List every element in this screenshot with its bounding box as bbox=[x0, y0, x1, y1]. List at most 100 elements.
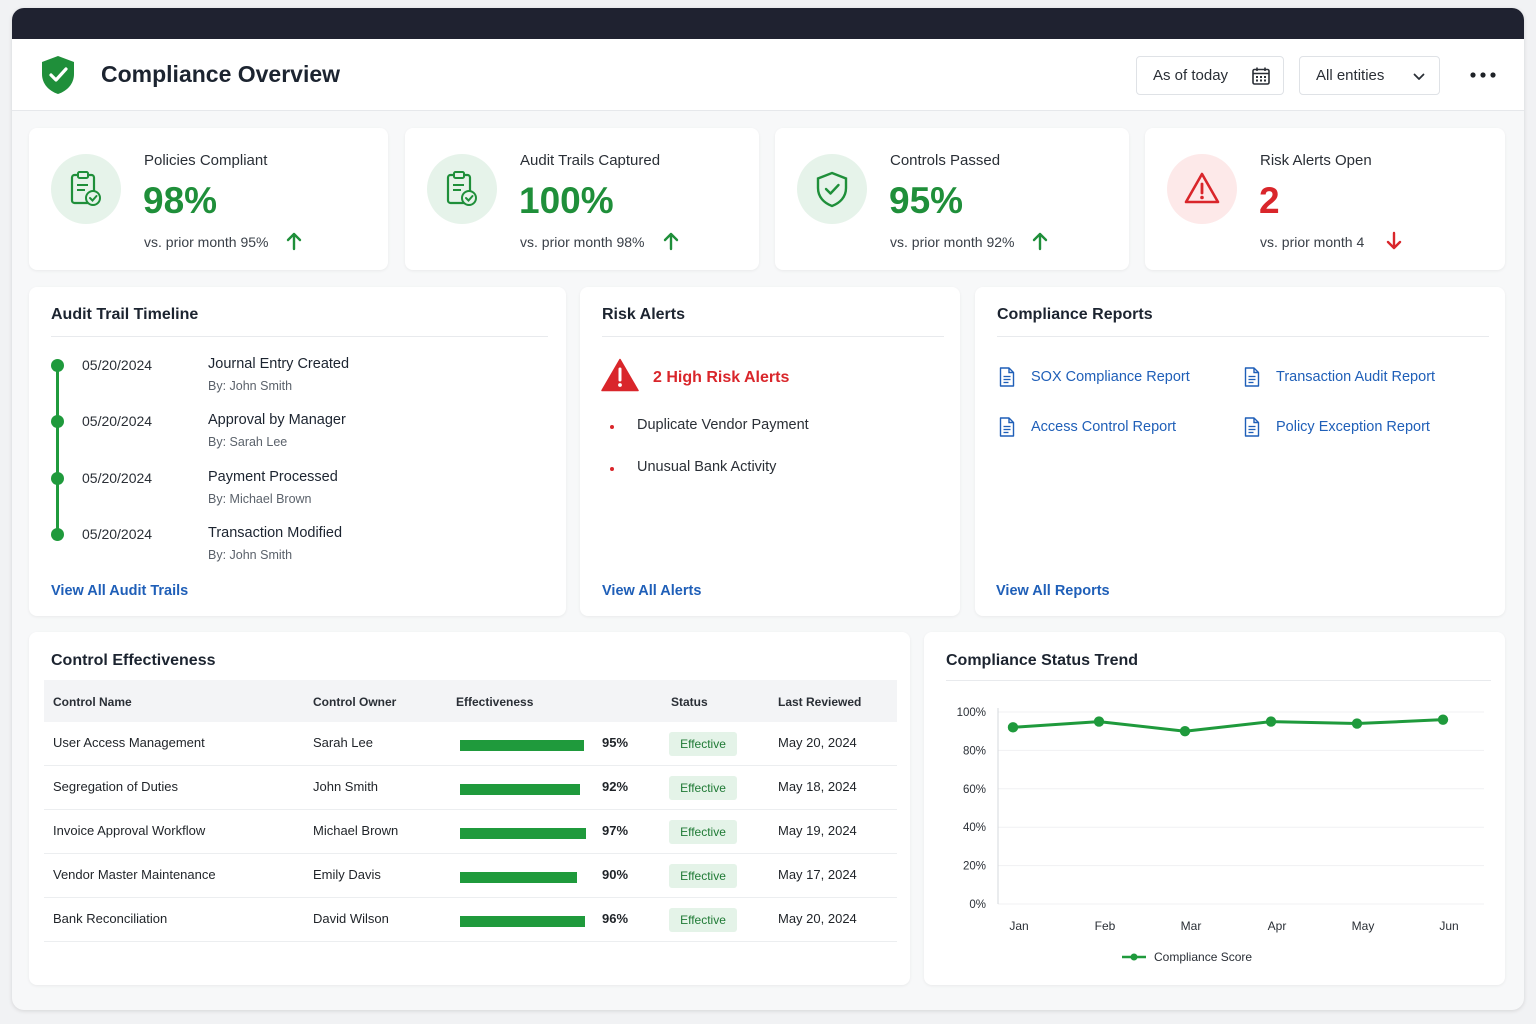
entity-filter-dropdown[interactable]: All entities bbox=[1299, 56, 1440, 95]
effectiveness-bar bbox=[460, 740, 590, 751]
effectiveness-bar bbox=[460, 872, 590, 883]
x-tick-label: Jun bbox=[1439, 919, 1458, 933]
date-filter-button[interactable]: As of today bbox=[1136, 56, 1284, 95]
timeline-dot bbox=[51, 359, 64, 372]
control-owner: David Wilson bbox=[313, 911, 389, 926]
risk-alerts-panel: Risk Alerts 2 High Risk Alerts Duplicate… bbox=[580, 287, 960, 616]
panel-title: Risk Alerts bbox=[602, 306, 685, 323]
table-row[interactable]: Segregation of Duties John Smith 92% Effect… bbox=[44, 766, 897, 810]
kpi-card-audit-trails: Audit Trails Captured 100% vs. prior mon… bbox=[405, 128, 759, 270]
effectiveness-bar-fill bbox=[460, 828, 587, 839]
y-tick-label: 40% bbox=[963, 822, 986, 834]
column-header[interactable]: Control Owner bbox=[313, 695, 397, 709]
control-name: Invoice Approval Workflow bbox=[53, 823, 206, 838]
status-badge: Effective bbox=[669, 908, 737, 932]
policy-exception-report-link[interactable]: Policy Exception Report bbox=[1276, 419, 1430, 435]
arrow-up-icon bbox=[1032, 232, 1048, 251]
status-badge: Effective bbox=[669, 732, 737, 756]
timeline-dot bbox=[51, 528, 64, 541]
x-tick-label: Jan bbox=[1009, 919, 1028, 933]
kpi-card-policies-compliant: Policies Compliant 98% vs. prior month 9… bbox=[29, 128, 388, 270]
effectiveness-bar bbox=[460, 828, 590, 839]
x-tick-label: Apr bbox=[1268, 919, 1287, 933]
document-icon bbox=[999, 367, 1015, 387]
divider bbox=[602, 336, 944, 337]
view-all-alerts-link[interactable]: View All Alerts bbox=[602, 583, 702, 599]
table-row[interactable]: Bank Reconciliation David Wilson 96% Effect… bbox=[44, 898, 897, 942]
event-date: 05/20/2024 bbox=[82, 357, 153, 373]
arrow-down-icon bbox=[1386, 231, 1402, 250]
line-chart: 0% 20% 40% 60% 80% 100% Jan Feb Mar Apr May Jun Comp… bbox=[957, 707, 1484, 964]
table-row[interactable]: Invoice Approval Workflow Michael Brown 97… bbox=[44, 810, 897, 854]
x-tick-label: Mar bbox=[1181, 919, 1202, 933]
column-header[interactable]: Control Name bbox=[53, 695, 132, 709]
event-title: Journal Entry Created bbox=[208, 356, 350, 372]
bullet-dot bbox=[610, 425, 614, 429]
more-options-icon[interactable] bbox=[1467, 65, 1499, 85]
event-title: Payment Processed bbox=[208, 469, 338, 485]
status-badge: Effective bbox=[669, 864, 737, 888]
view-all-audit-trails-link[interactable]: View All Audit Trails bbox=[51, 583, 189, 599]
clipboard-check-icon bbox=[70, 171, 101, 206]
event-title: Transaction Modified bbox=[208, 525, 343, 541]
kpi-comparison: vs. prior month 95% bbox=[144, 234, 269, 250]
y-tick-label: 100% bbox=[957, 707, 986, 719]
sox-compliance-report-link[interactable]: SOX Compliance Report bbox=[1031, 369, 1190, 385]
status-badge: Effective bbox=[669, 820, 737, 844]
event-author: By: Sarah Lee bbox=[208, 435, 288, 449]
alert-item[interactable]: Duplicate Vendor Payment bbox=[637, 417, 809, 433]
document-icon bbox=[999, 417, 1015, 437]
effectiveness-bar-fill bbox=[460, 916, 585, 927]
y-tick-label: 20% bbox=[963, 861, 986, 873]
control-name: User Access Management bbox=[53, 735, 205, 750]
x-tick-label: Feb bbox=[1095, 919, 1116, 933]
effectiveness-bar-fill bbox=[460, 784, 580, 795]
arrow-up-icon bbox=[663, 232, 679, 251]
control-owner: Emily Davis bbox=[313, 867, 381, 882]
control-effectiveness-panel: Control Effectiveness Control Name Contr… bbox=[29, 632, 910, 985]
event-title: Approval by Manager bbox=[208, 412, 346, 428]
column-header[interactable]: Effectiveness bbox=[456, 695, 534, 709]
warning-icon bbox=[1184, 172, 1220, 204]
kpi-icon-badge bbox=[797, 154, 867, 224]
x-tick-label: May bbox=[1352, 919, 1375, 933]
view-all-reports-link[interactable]: View All Reports bbox=[996, 583, 1110, 599]
table-row[interactable]: User Access Management Sarah Lee 95% Effect… bbox=[44, 722, 897, 766]
event-author: By: John Smith bbox=[208, 548, 293, 562]
effectiveness-bar bbox=[460, 784, 590, 795]
arrow-up-icon bbox=[286, 232, 302, 251]
panel-title: Control Effectiveness bbox=[51, 652, 216, 669]
series-line bbox=[1012, 718, 1444, 733]
entity-filter-label: All entities bbox=[1316, 67, 1385, 84]
table-header: Control Name Control Owner Effectiveness… bbox=[44, 680, 897, 722]
table-row[interactable]: Vendor Master Maintenance Emily Davis 90% E… bbox=[44, 854, 897, 898]
kpi-card-controls-passed: Controls Passed 95% vs. prior month 92% bbox=[775, 128, 1129, 270]
kpi-icon-badge bbox=[1167, 154, 1237, 224]
event-date: 05/20/2024 bbox=[82, 413, 153, 429]
effectiveness-percent: 90% bbox=[602, 867, 629, 882]
access-control-report-link[interactable]: Access Control Report bbox=[1031, 419, 1177, 435]
event-date: 05/20/2024 bbox=[82, 526, 153, 542]
effectiveness-bar-fill bbox=[460, 740, 584, 751]
panel-title: Audit Trail Timeline bbox=[51, 306, 199, 323]
kpi-icon-badge bbox=[51, 154, 121, 224]
kpi-comparison: vs. prior month 92% bbox=[890, 234, 1015, 250]
column-header[interactable]: Last Reviewed bbox=[778, 695, 862, 709]
data-point bbox=[1437, 714, 1449, 725]
alert-item[interactable]: Unusual Bank Activity bbox=[637, 459, 777, 475]
divider bbox=[51, 336, 548, 337]
control-name: Vendor Master Maintenance bbox=[53, 867, 216, 882]
legend-label: Compliance Score bbox=[1154, 950, 1252, 964]
event-author: By: John Smith bbox=[208, 379, 293, 393]
timeline-dot bbox=[51, 472, 64, 485]
kpi-label: Controls Passed bbox=[890, 152, 1001, 169]
column-header[interactable]: Status bbox=[671, 695, 708, 709]
y-tick-label: 60% bbox=[963, 784, 986, 796]
app-window: Compliance Overview As of today All enti… bbox=[12, 8, 1524, 1010]
kpi-icon-badge bbox=[427, 154, 497, 224]
warning-icon bbox=[601, 358, 639, 392]
transaction-audit-report-link[interactable]: Transaction Audit Report bbox=[1276, 369, 1436, 385]
kpi-value: 100% bbox=[519, 180, 614, 221]
high-risk-alerts-count: 2 High Risk Alerts bbox=[653, 369, 790, 386]
control-name: Bank Reconciliation bbox=[53, 911, 168, 926]
